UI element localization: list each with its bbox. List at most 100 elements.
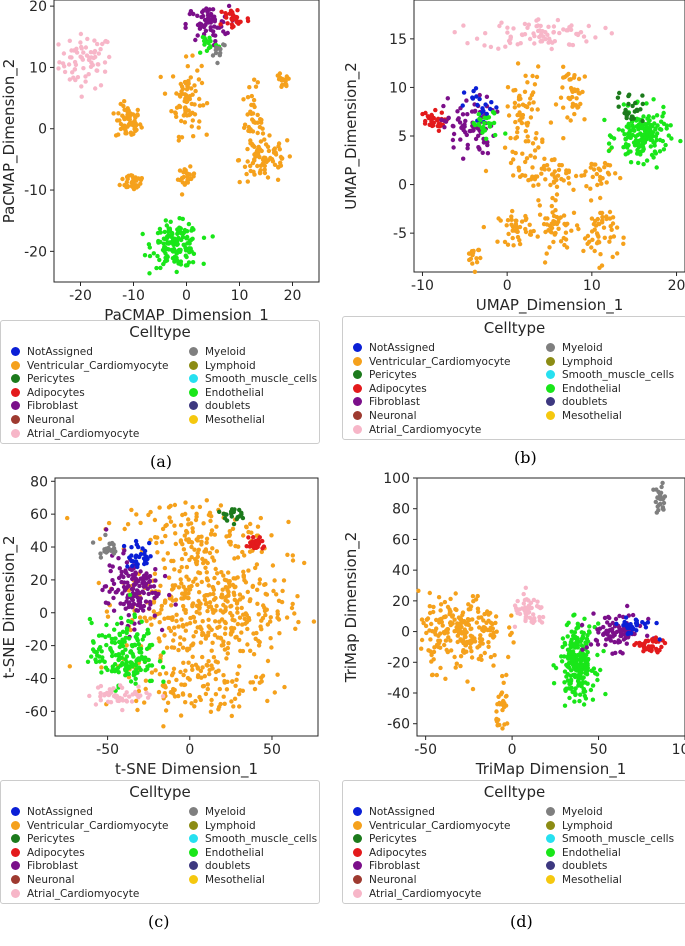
legend-label: Ventricular_Cardiomyocyte xyxy=(27,359,169,372)
data-point xyxy=(89,654,94,659)
data-point xyxy=(176,647,181,653)
data-point xyxy=(660,480,665,486)
data-point xyxy=(594,241,600,246)
data-point xyxy=(468,626,473,632)
data-point xyxy=(636,160,641,166)
data-point xyxy=(125,176,130,182)
data-point xyxy=(99,633,105,638)
data-point xyxy=(117,566,123,571)
data-point xyxy=(129,553,134,558)
data-point xyxy=(275,177,281,182)
data-point xyxy=(171,670,176,676)
data-point xyxy=(182,637,187,642)
legend-item: Pericytes xyxy=(11,373,75,385)
data-point xyxy=(224,518,230,523)
data-point xyxy=(478,653,484,659)
data-point xyxy=(438,608,443,613)
data-point xyxy=(129,699,135,704)
data-point xyxy=(476,656,481,662)
data-point xyxy=(535,234,540,239)
data-point xyxy=(625,603,630,609)
data-point xyxy=(187,94,192,99)
data-point xyxy=(66,62,72,67)
data-point xyxy=(169,558,174,564)
data-point xyxy=(205,608,210,614)
data-point xyxy=(216,580,221,586)
data-point xyxy=(185,99,190,104)
data-point xyxy=(461,90,467,95)
data-point xyxy=(554,177,559,183)
data-point xyxy=(229,699,234,704)
data-point xyxy=(433,107,438,113)
data-point xyxy=(460,610,466,615)
data-point xyxy=(157,611,162,616)
data-point xyxy=(124,570,129,576)
data-point xyxy=(484,94,490,100)
legend-marker xyxy=(546,397,555,407)
data-point xyxy=(646,616,651,622)
data-point xyxy=(179,192,185,197)
legend-label: NotAssigned xyxy=(369,342,435,354)
data-point xyxy=(529,92,535,98)
data-point xyxy=(514,135,520,140)
data-point xyxy=(197,119,202,124)
data-point xyxy=(531,597,537,603)
y-tick-label: 0 xyxy=(398,178,407,194)
data-point xyxy=(293,626,298,631)
data-point xyxy=(158,230,163,235)
data-point xyxy=(268,615,273,620)
plot-frame xyxy=(54,477,319,737)
legend-label: Lymphoid xyxy=(205,359,256,372)
data-point xyxy=(203,22,208,28)
data-point xyxy=(580,680,586,685)
data-point xyxy=(221,29,226,34)
data-point xyxy=(224,687,230,692)
data-point xyxy=(56,42,61,47)
data-point xyxy=(640,101,645,107)
data-point xyxy=(201,103,206,108)
legend-label: Adipocytes xyxy=(369,382,427,395)
data-point xyxy=(204,576,210,581)
legend-item: Neuronal xyxy=(11,414,75,426)
data-point xyxy=(97,659,102,664)
data-point xyxy=(93,86,98,91)
data-point xyxy=(178,635,183,640)
data-point xyxy=(174,269,179,275)
legend-item: NotAssigned xyxy=(353,806,435,818)
data-point xyxy=(262,582,267,587)
data-point xyxy=(142,253,148,258)
data-point xyxy=(222,609,228,614)
legend-title: Celltype xyxy=(483,783,546,801)
legend-title: Celltype xyxy=(129,323,191,341)
data-point xyxy=(162,565,168,571)
legend-item: Myeloid xyxy=(189,346,246,358)
legend-marker xyxy=(353,807,362,816)
data-point xyxy=(582,693,587,699)
data-point xyxy=(449,648,454,653)
data-point xyxy=(179,565,184,570)
data-point xyxy=(477,636,483,641)
data-point xyxy=(609,227,614,232)
data-point xyxy=(128,679,134,684)
data-point xyxy=(617,90,622,96)
data-point xyxy=(431,604,436,610)
data-point xyxy=(149,670,155,675)
data-point xyxy=(131,559,136,564)
data-point xyxy=(652,149,658,154)
data-point xyxy=(519,32,525,37)
data-point xyxy=(199,539,204,544)
data-point xyxy=(163,218,168,223)
data-point xyxy=(616,638,621,643)
legend-label: Ventricular_Cardiomyocyte xyxy=(27,819,169,832)
data-point xyxy=(130,576,135,582)
data-point xyxy=(130,184,135,190)
data-point xyxy=(205,19,210,24)
data-point xyxy=(174,239,180,244)
data-point xyxy=(223,512,228,517)
data-point xyxy=(195,582,200,587)
data-point xyxy=(100,587,105,593)
data-point xyxy=(558,239,564,244)
data-point xyxy=(184,622,189,627)
data-point xyxy=(208,592,213,597)
data-point xyxy=(574,626,579,631)
